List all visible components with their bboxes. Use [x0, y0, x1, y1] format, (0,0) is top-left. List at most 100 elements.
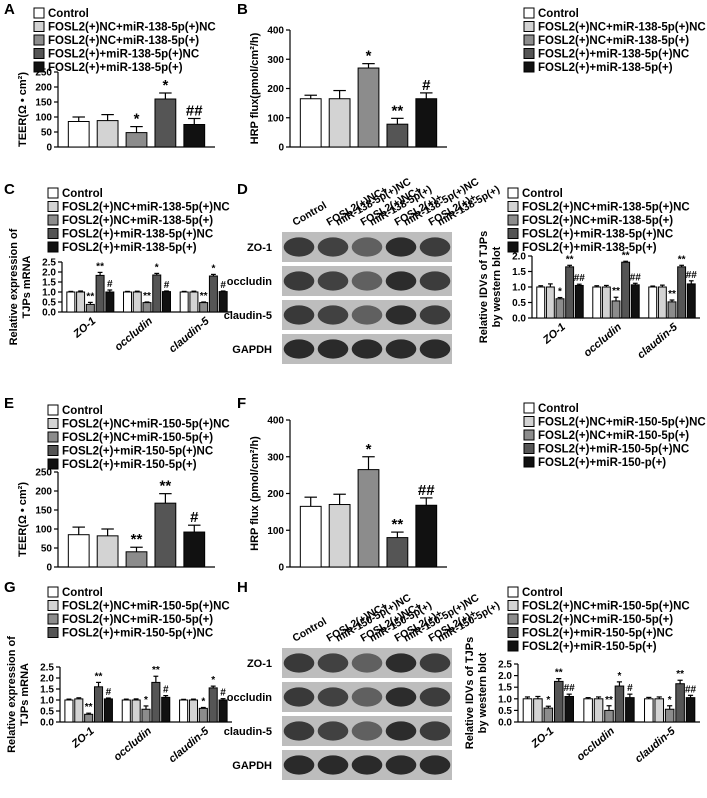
blot-band	[283, 687, 315, 707]
y-axis-label: Relative IDVs of TJPs	[478, 231, 490, 344]
significance-label: **	[676, 669, 684, 680]
significance-label: #	[627, 683, 633, 694]
bar	[299, 98, 322, 148]
significance-label: *	[617, 671, 621, 682]
x-tick-label: ZO-1	[69, 725, 97, 751]
blot-row-label: GAPDH	[232, 760, 272, 772]
significance-label: **	[86, 291, 94, 302]
y-tick-label: 0.5	[40, 707, 54, 718]
bar	[218, 699, 228, 723]
blot-band	[317, 721, 349, 741]
significance-label: **	[605, 695, 613, 706]
bar	[621, 261, 631, 319]
bar	[161, 696, 171, 723]
bar	[198, 707, 208, 723]
significance-label: ##	[564, 683, 576, 694]
y-tick-label: 0	[46, 143, 52, 154]
panel-letter: F	[237, 395, 246, 412]
significance-label: **	[143, 291, 151, 302]
panel-letter: B	[237, 1, 248, 18]
blot-band	[385, 339, 417, 359]
bar	[685, 697, 696, 723]
blot-band	[385, 721, 417, 741]
blot-lane-label: Control	[291, 616, 329, 645]
y-tick-label: 300	[267, 452, 284, 463]
panel-letter: E	[4, 395, 14, 412]
legend-swatch	[507, 201, 519, 212]
y-axis-label: Relative expression of	[8, 228, 20, 345]
legend-swatch	[33, 34, 45, 46]
legend-label: FOSL2(+)+miR-138-5p(+)	[48, 62, 183, 74]
y-axis-label: Relative expression of	[6, 636, 18, 753]
x-tick-label: ZO-1	[529, 725, 557, 751]
bar	[154, 502, 177, 568]
legend-label: FOSL2(+)+miR-138-5p(+)NC	[48, 49, 199, 61]
x-tick-label: ZO-1	[540, 321, 568, 347]
significance-label: *	[558, 287, 562, 298]
y-axis-label: by western blot	[491, 246, 503, 327]
y-tick-label: 0	[46, 563, 52, 574]
blot-band	[351, 653, 383, 673]
legend-swatch	[507, 214, 519, 226]
bar	[199, 302, 209, 313]
bar	[357, 67, 380, 148]
legend-label: FOSL2(+)NC+miR-138-5p(+)	[48, 35, 199, 47]
y-tick-label: 200	[267, 84, 284, 95]
legend-swatch	[47, 418, 59, 429]
bar	[125, 132, 148, 148]
bar	[625, 697, 635, 723]
legend-label: FOSL2(+)NC+miR-138-5p(+)	[538, 35, 689, 47]
y-tick-label: 0.0	[498, 718, 512, 729]
bar	[93, 686, 104, 723]
bar	[103, 698, 113, 723]
significance-label: **	[95, 671, 103, 682]
y-tick-label: 0	[278, 563, 284, 574]
y-tick-label: 100	[35, 525, 52, 536]
y-tick-label: 400	[267, 26, 284, 37]
y-tick-label: 0.0	[42, 308, 56, 319]
blot-row-label: claudin-5	[224, 310, 272, 322]
legend-label: FOSL2(+)+miR-138-5p(+)	[522, 242, 657, 254]
significance-label: #	[220, 280, 226, 291]
significance-label: *	[211, 263, 215, 274]
legend-label: FOSL2(+)NC+miR-138-5p(+)NC	[48, 22, 216, 34]
bar	[611, 300, 621, 319]
legend-swatch	[33, 7, 45, 19]
y-tick-label: 1.5	[40, 685, 54, 696]
blot-band	[317, 271, 349, 291]
bar	[593, 698, 604, 723]
legend-label: FOSL2(+)NC+miR-150-5p(+)	[62, 614, 213, 626]
blot-band	[419, 305, 451, 325]
bar	[592, 286, 602, 319]
blot-band	[419, 687, 451, 707]
bar	[179, 699, 189, 723]
significance-label: **	[85, 702, 93, 713]
y-axis-label: TJPs mRNA	[21, 255, 33, 318]
legend-label: FOSL2(+)NC+miR-138-5p(+)NC	[62, 202, 230, 214]
y-axis-label: by western blot	[477, 652, 489, 733]
y-tick-label: 2.5	[498, 660, 512, 671]
blot-band	[283, 653, 315, 673]
legend-swatch	[507, 241, 519, 253]
legend-swatch	[507, 627, 519, 638]
bar	[132, 291, 142, 313]
significance-label: ##	[574, 273, 586, 284]
bar	[152, 274, 162, 313]
bar	[654, 698, 665, 723]
bar	[565, 266, 575, 319]
blot-band	[317, 653, 349, 673]
y-tick-label: 100	[35, 113, 52, 124]
panel-letter: D	[237, 181, 248, 198]
bar	[533, 698, 543, 723]
y-tick-label: 400	[267, 416, 284, 427]
x-tick-label: occludin	[575, 725, 618, 763]
bar	[545, 286, 555, 319]
blot-band	[419, 339, 451, 359]
y-tick-label: 100	[267, 526, 284, 537]
legend-swatch	[33, 61, 45, 73]
legend-label: Control	[538, 403, 579, 415]
significance-label: ##	[418, 482, 435, 499]
y-tick-label: 2.5	[42, 258, 56, 269]
blot-band	[385, 687, 417, 707]
